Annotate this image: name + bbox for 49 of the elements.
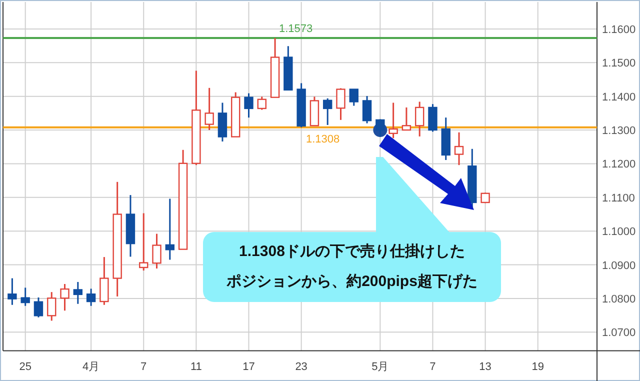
candlestick [152, 233, 162, 270]
ref-line-label: 1.1308 [306, 133, 340, 146]
y-tick-label: 1.1200 [602, 158, 636, 171]
candlestick [244, 92, 254, 118]
candlestick [402, 106, 412, 131]
y-tick-label: 1.1600 [602, 24, 636, 36]
candlestick [47, 291, 56, 322]
candlestick [362, 95, 372, 124]
candlestick [73, 281, 83, 305]
x-tick-label: 23 [295, 361, 308, 373]
x-tick-label: 17 [242, 361, 255, 373]
x-tick-label: 7 [430, 361, 436, 373]
candlestick [100, 256, 109, 306]
candlestick [218, 102, 228, 142]
candlestick [428, 103, 438, 132]
candlestick [388, 102, 398, 139]
candlestick [86, 288, 96, 307]
y-tick-label: 1.1500 [602, 58, 636, 70]
candlestick [204, 87, 214, 131]
candlestick [139, 212, 148, 272]
annotation: ポジションから、約200pips超下げた [226, 273, 478, 290]
candlestick [376, 118, 385, 138]
x-tick-label: 25 [19, 361, 32, 373]
candlestick [349, 88, 358, 107]
y-tick-label: 1.1000 [602, 226, 636, 238]
candlestick [336, 88, 346, 121]
candlestick [257, 96, 266, 111]
ref-line-label: 1.1573 [279, 23, 313, 36]
y-tick-label: 1.0900 [602, 260, 636, 272]
y-tick-label: 1.0700 [602, 327, 636, 340]
x-tick-label: 7 [140, 361, 147, 373]
annotation: 1.1308ドルの下で売り仕掛けした [239, 243, 465, 260]
x-tick-label: 4月 [82, 361, 100, 373]
candlestick [322, 98, 332, 126]
y-tick-label: 1.1100 [602, 192, 635, 204]
candlestick [34, 296, 44, 318]
y-tick-label: 1.0800 [602, 293, 636, 306]
candlestick [454, 132, 464, 166]
candlestick [414, 100, 424, 138]
x-tick-label: 19 [532, 361, 544, 373]
candlestick [60, 283, 70, 312]
x-tick-label: 5月 [372, 361, 389, 373]
candlestick [165, 198, 174, 260]
x-tick-label: 11 [190, 361, 202, 373]
candlestick [20, 286, 30, 307]
y-tick-label: 1.1400 [602, 91, 636, 104]
candlestick [8, 278, 17, 306]
y-tick-label: 1.1300 [602, 125, 636, 138]
x-tick-label: 13 [479, 361, 492, 373]
